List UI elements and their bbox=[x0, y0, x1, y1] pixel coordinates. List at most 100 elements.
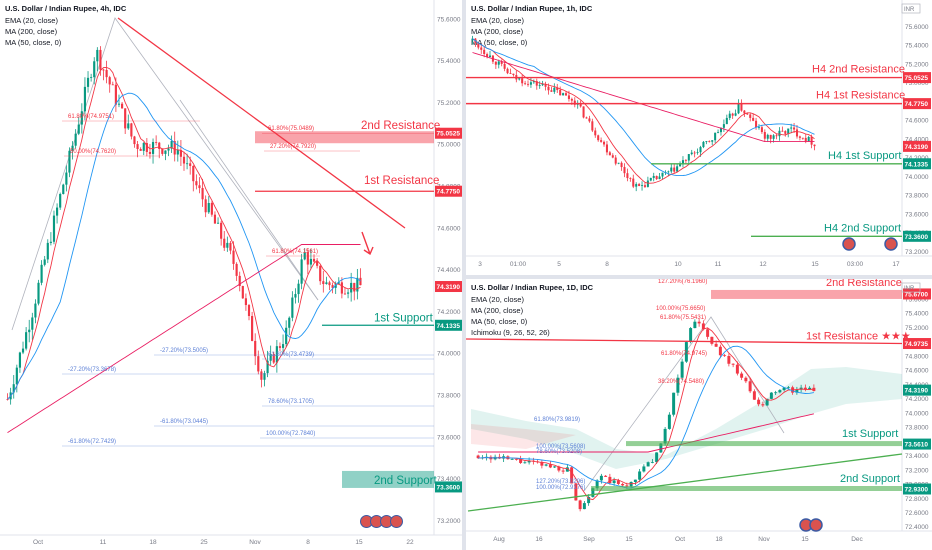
candle bbox=[557, 466, 561, 471]
chart-panel-1d[interactable]: U.S. Dollar / Indian Rupee, 1D, IDC EMA … bbox=[466, 279, 932, 550]
price-tag-s2: 73.3600 bbox=[437, 484, 461, 491]
candle bbox=[483, 49, 486, 55]
price-tag-r2-bg bbox=[435, 127, 462, 139]
candle bbox=[179, 150, 182, 157]
candle bbox=[810, 136, 813, 145]
candle bbox=[591, 488, 595, 497]
chart-panel-1h[interactable]: U.S. Dollar / Indian Rupee, 1h, IDC EMA … bbox=[466, 0, 932, 275]
candle bbox=[192, 165, 195, 182]
candle bbox=[804, 137, 807, 142]
price-tag-s1-bg bbox=[903, 438, 931, 450]
candle bbox=[117, 103, 121, 105]
fib-zigzag bbox=[583, 316, 785, 492]
candle bbox=[476, 455, 480, 459]
candle bbox=[80, 111, 83, 125]
chart-title: U.S. Dollar / Indian Rupee, 4h, IDC bbox=[5, 4, 127, 13]
candle bbox=[356, 277, 359, 292]
candle bbox=[769, 392, 773, 399]
candle bbox=[663, 428, 667, 444]
y-tick-label: 72.8000 bbox=[905, 496, 929, 503]
candle bbox=[635, 184, 638, 187]
candle bbox=[130, 123, 133, 137]
candle bbox=[480, 47, 483, 50]
candle bbox=[512, 73, 515, 75]
chart-canvas-1d[interactable]: 72.400072.600072.800073.000073.200073.40… bbox=[466, 279, 932, 550]
candle bbox=[793, 127, 796, 130]
candle bbox=[518, 78, 521, 80]
candle bbox=[325, 282, 328, 285]
candle bbox=[68, 150, 71, 173]
candle bbox=[510, 458, 514, 460]
price-tag-current-bg bbox=[435, 281, 462, 293]
y-tick-label: 73.2000 bbox=[905, 249, 929, 256]
y-tick-label: 75.6000 bbox=[905, 296, 929, 303]
candle bbox=[108, 77, 111, 85]
candle bbox=[93, 61, 96, 78]
candle bbox=[40, 264, 43, 283]
y-tick-label: 73.8000 bbox=[905, 193, 929, 200]
price-tag-r2: 75.6700 bbox=[905, 291, 929, 298]
x-tick-label: 15 bbox=[811, 261, 819, 268]
candle bbox=[216, 222, 220, 224]
price-tag-s2-bg bbox=[903, 230, 931, 242]
candle bbox=[189, 163, 192, 166]
candle bbox=[587, 496, 591, 504]
x-tick-label: Oct bbox=[33, 539, 43, 546]
panel-divider bbox=[462, 0, 466, 550]
candle bbox=[737, 103, 740, 114]
candle bbox=[670, 167, 673, 172]
candle bbox=[139, 149, 142, 151]
candle bbox=[798, 136, 801, 138]
candle bbox=[523, 462, 527, 464]
candle bbox=[52, 215, 56, 242]
x-tick-label: Sep bbox=[583, 536, 595, 543]
chart-canvas-1h[interactable]: 73.200073.400073.600073.800074.000074.20… bbox=[466, 0, 932, 275]
candle bbox=[471, 38, 474, 41]
chart-title: U.S. Dollar / Indian Rupee, 1h, IDC bbox=[471, 4, 593, 13]
candle bbox=[781, 130, 784, 132]
y-tick-label: 75.0000 bbox=[437, 142, 461, 149]
candle bbox=[699, 147, 702, 153]
candle bbox=[269, 353, 272, 361]
candle bbox=[201, 188, 204, 200]
candle bbox=[541, 84, 544, 86]
y-tick-label: 74.6000 bbox=[905, 118, 929, 125]
candle bbox=[497, 61, 500, 65]
candle bbox=[207, 203, 210, 213]
x-tick-label: 15 bbox=[625, 536, 633, 543]
candle bbox=[573, 100, 576, 105]
candle bbox=[765, 398, 769, 406]
candle bbox=[527, 460, 531, 463]
level-label-s2: 2nd Support bbox=[840, 473, 900, 485]
candle bbox=[790, 127, 793, 129]
candle bbox=[31, 317, 34, 330]
candle bbox=[204, 199, 207, 213]
y-tick-label: 74.8000 bbox=[905, 353, 929, 360]
candle bbox=[319, 265, 322, 282]
chart-canvas-4h[interactable]: 73.2000 73.4000 73.6000 73.8000 74.0000 74.20… bbox=[0, 0, 462, 550]
candle bbox=[278, 346, 282, 348]
candle bbox=[714, 343, 718, 347]
candle bbox=[6, 399, 9, 400]
candle bbox=[145, 143, 148, 152]
ma200-line bbox=[478, 413, 815, 453]
price-tag-r2-bg bbox=[903, 288, 931, 300]
candle bbox=[564, 93, 568, 96]
candle bbox=[774, 392, 778, 394]
candle bbox=[86, 77, 90, 87]
candle bbox=[621, 483, 625, 486]
candle bbox=[142, 143, 145, 151]
price-tag-r1: 74.9735 bbox=[905, 341, 929, 348]
candle bbox=[766, 134, 769, 139]
candle bbox=[582, 106, 585, 118]
y-tick-label: 75.2000 bbox=[905, 61, 929, 68]
candle bbox=[574, 483, 578, 501]
candle bbox=[254, 340, 257, 357]
candle bbox=[182, 156, 186, 164]
candle bbox=[676, 377, 680, 393]
chart-panel-4h[interactable]: U.S. Dollar / Indian Rupee, 4h, IDC EMA … bbox=[0, 0, 462, 550]
fib-label: 61.80%(73.4739) bbox=[268, 352, 314, 358]
candle bbox=[787, 128, 790, 134]
candle bbox=[597, 135, 600, 141]
candle bbox=[760, 127, 763, 133]
